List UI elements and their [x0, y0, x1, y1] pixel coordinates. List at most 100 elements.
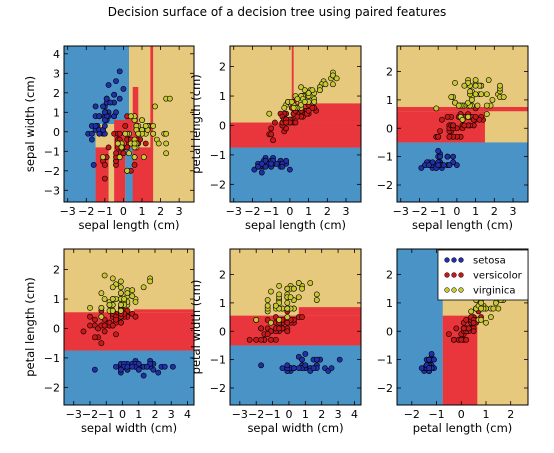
point-setosa [328, 365, 335, 372]
point-setosa [290, 365, 297, 372]
point-virginica [301, 87, 308, 94]
x-tick-label: 2 [491, 205, 498, 218]
x-tick-label: 0 [458, 408, 465, 421]
point-virginica [281, 104, 288, 111]
point-virginica [295, 294, 302, 301]
point-setosa [155, 369, 162, 376]
point-setosa [113, 78, 119, 84]
point-versicolor [309, 104, 316, 111]
point-virginica [322, 81, 329, 88]
point-versicolor [463, 336, 470, 343]
x-tick-label: 1 [305, 205, 312, 218]
point-versicolor [283, 125, 290, 132]
point-setosa [446, 162, 453, 169]
y-tick-label: 1 [219, 90, 226, 103]
region-versicolor [130, 147, 154, 202]
point-virginica [276, 282, 283, 289]
point-versicolor [446, 331, 452, 337]
point-setosa [161, 363, 168, 370]
point-setosa [268, 160, 275, 167]
point-virginica [124, 290, 131, 297]
point-versicolor [463, 317, 470, 323]
x-tick-label: 0 [119, 408, 126, 421]
point-setosa [116, 68, 123, 75]
y-tick-label: −2 [377, 179, 393, 192]
x-tick-label: −3 [393, 205, 409, 218]
y-tick-label: −2 [210, 382, 226, 395]
point-virginica [483, 91, 490, 98]
point-virginica [129, 293, 136, 299]
legend-marker-setosa [458, 257, 464, 263]
region-versicolor [397, 106, 528, 112]
y-tick-label: −1 [210, 354, 226, 367]
y-tick-label: 1 [386, 297, 393, 310]
y-tick-label: 0 [219, 119, 226, 132]
point-setosa [310, 365, 317, 372]
y-tick-label: 1 [386, 94, 393, 107]
point-versicolor [294, 113, 301, 120]
y-tick-label: 2 [386, 66, 393, 79]
point-setosa [96, 130, 103, 137]
region-setosa [397, 142, 528, 202]
x-axis-label: sepal length (cm) [78, 218, 179, 232]
point-virginica [118, 144, 125, 151]
point-virginica [163, 130, 170, 137]
y-tick-label: 0 [386, 122, 393, 135]
point-virginica [150, 130, 157, 137]
x-tick-label: −1 [430, 205, 446, 218]
x-tick-label: −3 [226, 205, 242, 218]
point-virginica [106, 302, 113, 308]
point-virginica [101, 296, 108, 302]
point-versicolor [124, 144, 131, 151]
point-virginica [268, 288, 274, 295]
point-virginica [455, 102, 462, 109]
y-tick-label: 2 [386, 269, 393, 282]
plot-area [230, 249, 361, 405]
y-tick-label: −2 [44, 165, 60, 178]
point-virginica [132, 299, 139, 305]
x-tick-label: −2 [248, 408, 264, 421]
point-setosa [105, 82, 112, 88]
point-versicolor [258, 336, 265, 343]
legend-label-setosa: setosa [473, 256, 506, 267]
point-virginica [117, 307, 124, 314]
point-virginica [98, 313, 105, 320]
point-setosa [426, 356, 433, 363]
y-axis-label: petal length (cm) [189, 74, 203, 174]
point-versicolor [284, 328, 291, 335]
axes-frame [63, 248, 195, 406]
point-virginica [131, 154, 138, 161]
point-virginica [500, 94, 507, 100]
point-versicolor [98, 340, 105, 347]
point-virginica [468, 308, 475, 315]
point-virginica [316, 87, 323, 94]
point-virginica [98, 290, 105, 297]
point-setosa [302, 351, 309, 357]
point-virginica [311, 99, 318, 105]
point-versicolor [446, 133, 453, 140]
point-versicolor [435, 133, 442, 140]
figure-title: Decision surface of a decision tree usin… [108, 5, 446, 19]
y-tick-label: −1 [210, 149, 226, 162]
point-virginica [465, 114, 472, 120]
x-tick-label: 4 [351, 408, 358, 421]
region-setosa [397, 249, 443, 405]
point-virginica [290, 285, 297, 292]
y-tick-label: −2 [377, 382, 393, 395]
point-virginica [264, 302, 271, 309]
point-versicolor [264, 331, 271, 337]
point-virginica [299, 285, 305, 292]
point-virginica [333, 75, 340, 82]
point-virginica [109, 296, 116, 302]
point-virginica [116, 154, 123, 161]
y-tick-label: −2 [210, 178, 226, 191]
legend-marker-virginica [451, 287, 457, 293]
y-tick-label: 2 [53, 87, 60, 100]
point-setosa [135, 366, 142, 373]
point-setosa [117, 366, 124, 373]
region-setosa [64, 46, 129, 124]
